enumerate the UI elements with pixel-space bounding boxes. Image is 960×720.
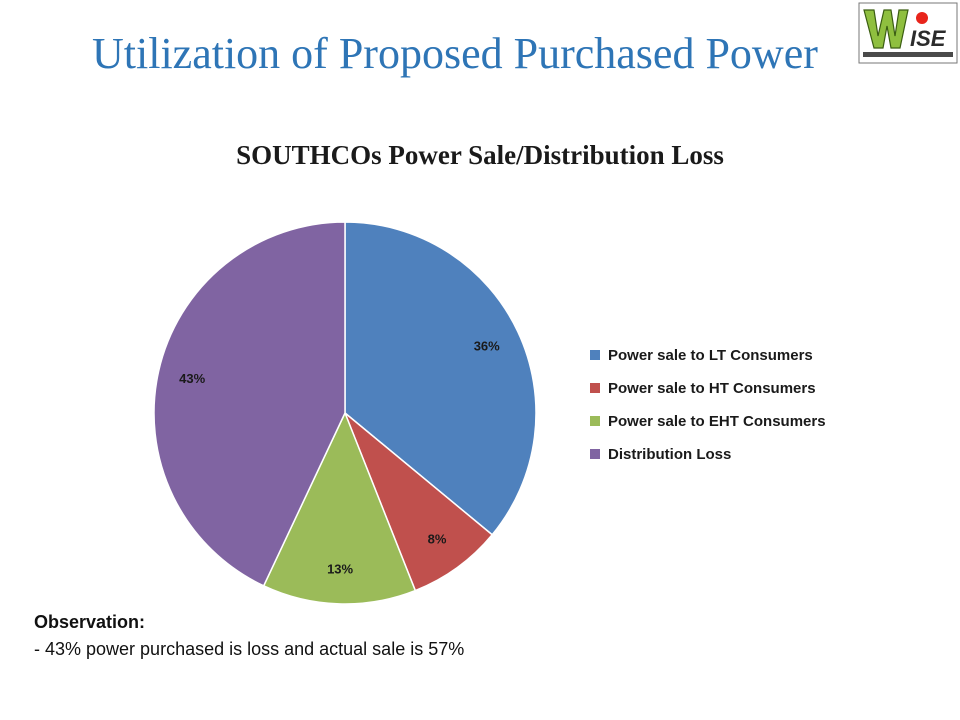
legend-swatch	[590, 383, 600, 393]
legend-label: Power sale to HT Consumers	[608, 379, 816, 397]
legend-item: Power sale to HT Consumers	[590, 377, 826, 399]
slice-data-label: 13%	[327, 562, 353, 577]
slide-title: Utilization of Proposed Purchased Power	[92, 29, 818, 78]
legend-item: Power sale to LT Consumers	[590, 344, 826, 366]
observation-block: Observation: - 43% power purchased is lo…	[34, 609, 464, 663]
observation-heading: Observation:	[34, 612, 146, 632]
legend-swatch	[590, 416, 600, 426]
legend-label: Distribution Loss	[608, 445, 732, 463]
svg-text:ISE: ISE	[910, 26, 947, 51]
slice-data-label: 8%	[428, 532, 447, 547]
pie-slice	[344, 412, 494, 592]
observation-text: - 43% power purchased is loss and actual…	[34, 639, 465, 659]
chart-legend: Power sale to LT Consumers Power sale to…	[590, 344, 826, 476]
legend-item: Power sale to EHT Consumers	[590, 410, 826, 432]
pie-slice	[153, 221, 346, 587]
legend-label: Power sale to EHT Consumers	[608, 412, 826, 430]
slice-data-label: 36%	[474, 338, 500, 353]
legend-label: Power sale to LT Consumers	[608, 346, 813, 364]
wise-logo: ISE	[858, 2, 958, 64]
chart-title: SOUTHCOs Power Sale/Distribution Loss	[236, 140, 724, 170]
slice-data-label: 43%	[179, 371, 205, 386]
pie-slice	[344, 221, 537, 536]
legend-item: Distribution Loss	[590, 443, 826, 465]
pie-slice	[262, 411, 417, 605]
legend-swatch	[590, 449, 600, 459]
legend-swatch	[590, 350, 600, 360]
